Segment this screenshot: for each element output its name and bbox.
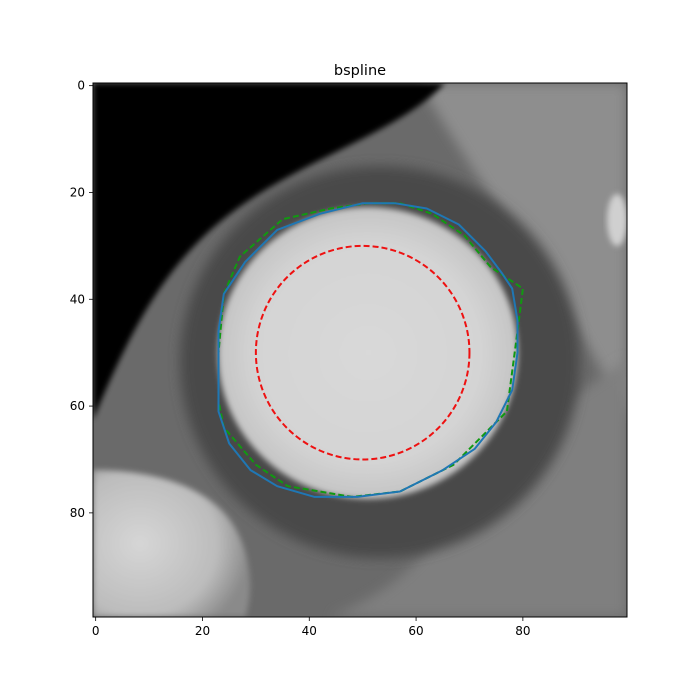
y-tick-label: 80 — [70, 506, 85, 520]
overlays — [217, 202, 524, 498]
x-tick-label: 40 — [302, 624, 317, 638]
y-tick-label: 20 — [70, 185, 85, 199]
tissue-upper-right — [420, 83, 627, 420]
x-tick-label: 80 — [515, 624, 530, 638]
x-tick-label: 60 — [408, 624, 423, 638]
initial-circle-contour — [254, 244, 471, 461]
figure-title: bspline — [334, 63, 386, 79]
x-tick-label: 20 — [195, 624, 210, 638]
air-region — [93, 83, 445, 420]
ct-image — [93, 83, 627, 617]
axes-frame — [92, 82, 628, 618]
lumen — [218, 207, 518, 499]
bspline-contour — [217, 202, 519, 498]
y-tick-label: 60 — [70, 399, 85, 413]
bright-lower-left — [93, 470, 250, 617]
bright-spot — [607, 194, 627, 246]
y-tick-label: 0 — [77, 79, 85, 93]
y-tick-label: 40 — [70, 292, 85, 306]
axis-ticks: 0 20 40 60 80 0 20 40 60 80 — [70, 79, 531, 638]
x-tick-label: 0 — [92, 624, 100, 638]
